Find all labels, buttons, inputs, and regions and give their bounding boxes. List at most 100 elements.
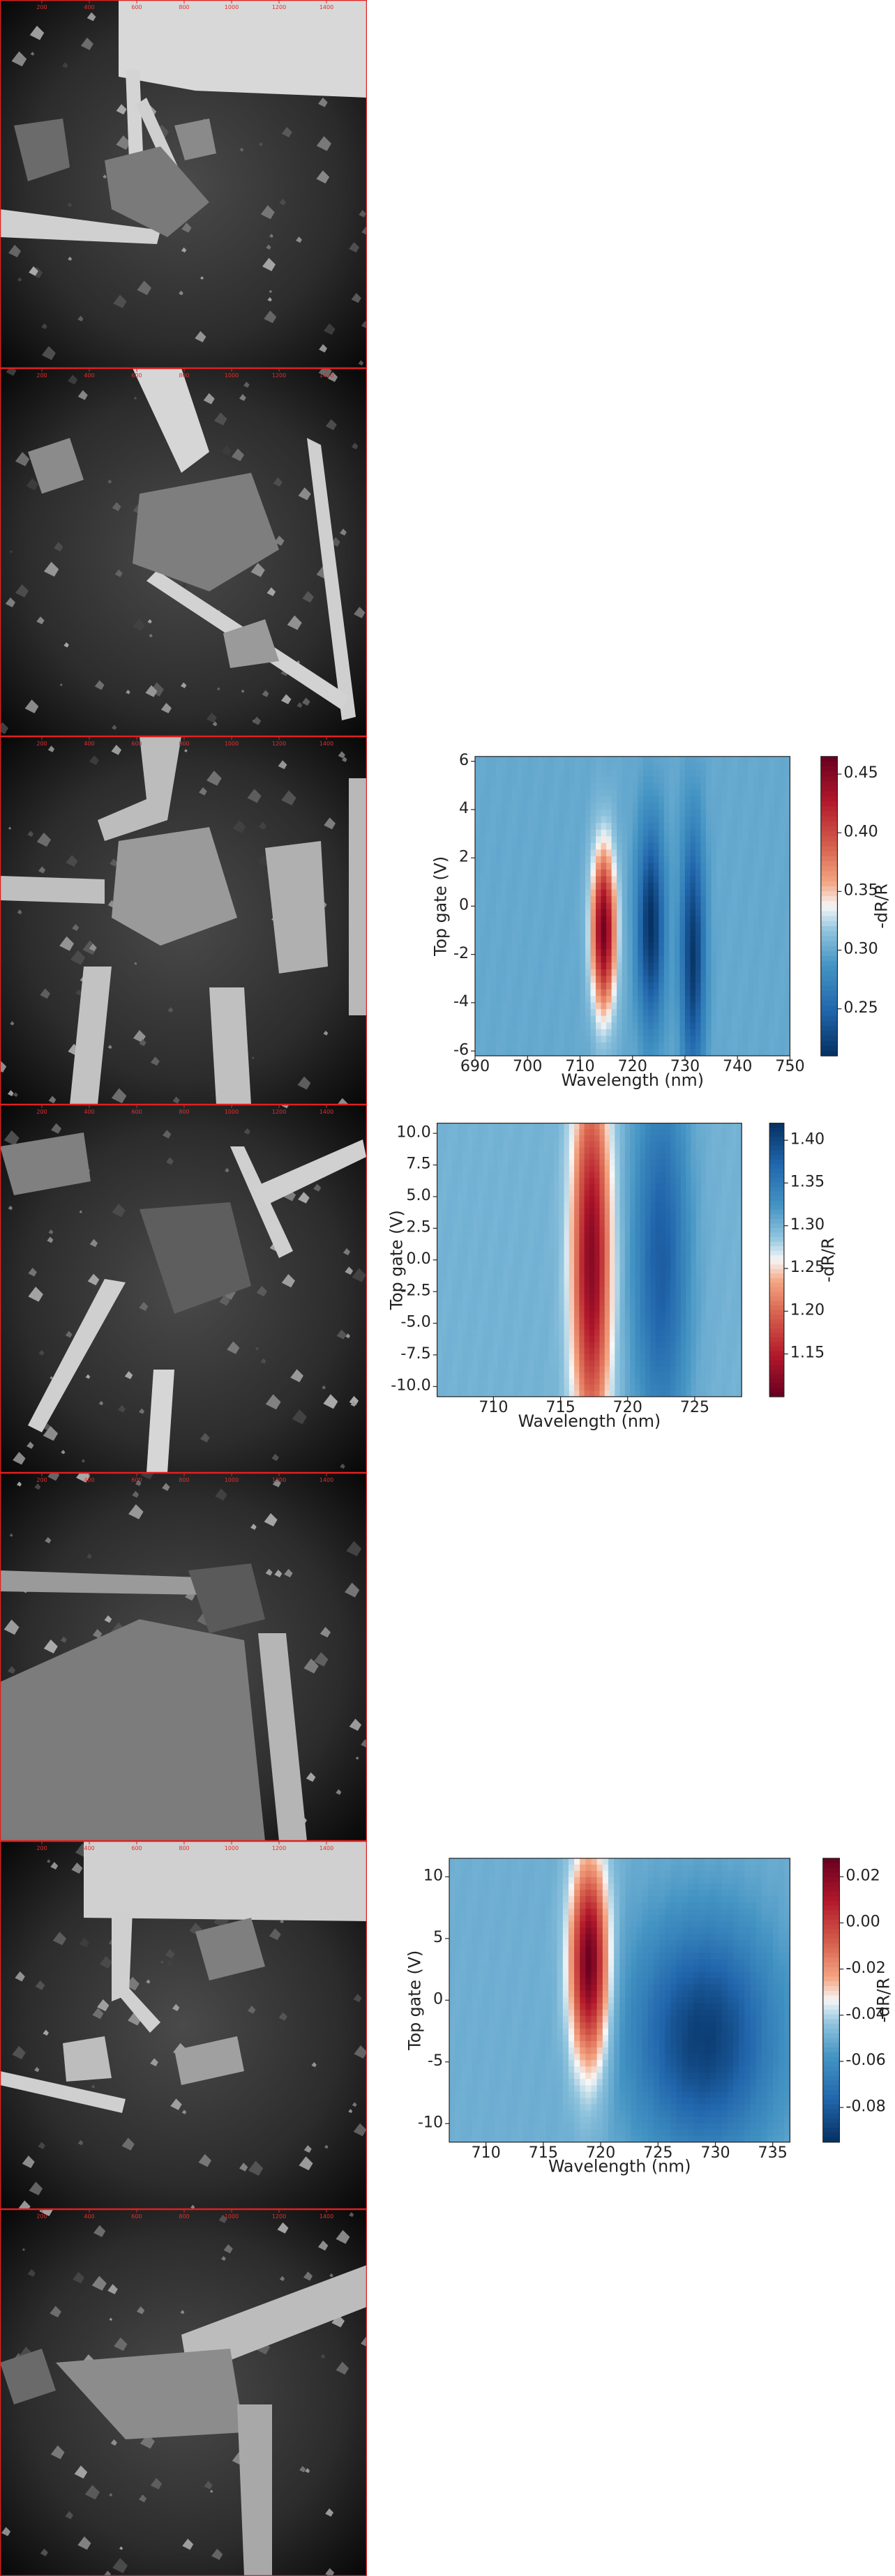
heatmap-svg: 710 715 720 725 -10.0 -7.5 -5.0 -2.5 0.0 2.5 5.0 7.… <box>386 1123 838 1431</box>
flake <box>258 142 263 146</box>
flake <box>104 1615 112 1623</box>
y-tick-label: 4 <box>459 799 469 817</box>
flake <box>251 1056 255 1059</box>
x-tick-label: 725 <box>680 1398 709 1416</box>
colorbar-tick-label: 1.40 <box>790 1130 825 1148</box>
flake <box>257 854 269 867</box>
flake <box>80 37 93 50</box>
flake <box>269 1928 281 1941</box>
flake <box>179 290 183 296</box>
flake <box>48 1229 54 1235</box>
flake <box>18 2200 31 2209</box>
flake <box>9 550 13 554</box>
flake <box>112 502 121 511</box>
sample-feature <box>133 473 279 591</box>
colorbar-tick-label: 1.35 <box>790 1173 825 1191</box>
y-tick-label: 10.0 <box>396 1123 430 1141</box>
flake <box>204 2480 213 2490</box>
flake <box>349 2212 354 2218</box>
flake <box>211 2548 223 2561</box>
sample-feature <box>0 209 160 244</box>
flake <box>50 2305 61 2318</box>
flake <box>320 2354 326 2359</box>
plot-frame <box>437 1123 742 1397</box>
flake <box>40 988 51 999</box>
flake <box>112 2558 128 2573</box>
flake <box>89 944 97 952</box>
flake <box>299 2156 313 2171</box>
flake <box>297 1076 311 1090</box>
scale-tick-label: 800 <box>179 372 189 379</box>
flake <box>324 323 336 335</box>
flake <box>345 1266 354 1275</box>
scale-tick-label: 1400 <box>319 1845 333 1851</box>
x-axis-label: Wavelength (nm) <box>561 1070 703 1090</box>
y-axis-label: Top gate (V) <box>431 856 451 957</box>
flake <box>118 1404 126 1413</box>
sample-feature <box>63 2036 112 2082</box>
heatmap-chart-2: 710 715 720 725 -10.0 -7.5 -5.0 -2.5 0.0 2.5 5.0 7.… <box>386 1105 879 1467</box>
scale-tick-label: 600 <box>131 1477 142 1483</box>
flake <box>162 1483 170 1491</box>
flake <box>0 1060 7 1073</box>
flake <box>319 344 328 353</box>
sample-feature <box>0 1619 265 1841</box>
micrograph-image: 200 400 600 800 1000 1200 1400 <box>0 1841 367 2209</box>
flake <box>43 1425 59 1441</box>
flake <box>8 826 12 830</box>
flake <box>114 569 123 577</box>
flake <box>17 909 22 915</box>
flake <box>66 855 78 867</box>
sample-feature <box>56 2349 244 2439</box>
flake <box>119 2546 123 2550</box>
y-tick-label: 5.0 <box>406 1186 430 1204</box>
flake <box>65 1331 73 1338</box>
flake <box>266 244 271 250</box>
flake <box>15 584 29 598</box>
flake <box>89 755 99 765</box>
micrograph-3: 200 400 600 800 1000 1200 1400 <box>0 736 367 1105</box>
flake <box>239 394 246 401</box>
sample-feature <box>0 1132 91 1195</box>
flake <box>349 242 360 253</box>
sample-feature <box>188 1563 265 1633</box>
flake <box>337 1098 349 1105</box>
scale-tick-label: 1000 <box>225 1109 239 1115</box>
flake <box>87 1553 92 1559</box>
flake <box>145 685 158 697</box>
flake <box>0 722 9 734</box>
row-6: 200 400 600 800 1000 1200 1400 710 715 720 725 730… <box>0 1841 895 2209</box>
flake <box>231 448 245 462</box>
y-tick-label: -2.5 <box>400 1281 430 1299</box>
flake <box>111 1088 127 1104</box>
scale-tick-label: 1400 <box>319 2213 333 2220</box>
flake <box>298 487 311 501</box>
micrograph-6: 200 400 600 800 1000 1200 1400 <box>0 1841 367 2209</box>
flake <box>109 2492 113 2497</box>
flake <box>59 683 63 686</box>
flake <box>281 127 292 138</box>
flake <box>150 2478 163 2490</box>
micrograph-image: 200 400 600 800 1000 1200 1400 <box>0 736 367 1105</box>
flake <box>38 1349 45 1356</box>
sample-feature <box>70 967 112 1105</box>
scale-tick-label: 800 <box>179 2213 189 2220</box>
flake <box>165 1949 175 1959</box>
flake <box>141 1473 154 1480</box>
heatmap-chart-1: 690 700 710 720 730 740 750 -6 -4 -2 0 2 4 6 Wavelengt… <box>398 746 892 1102</box>
flake <box>325 418 337 430</box>
flake <box>107 479 112 484</box>
micrograph-image: 200 400 600 800 1000 1200 1400 <box>0 368 367 736</box>
flake <box>213 1912 229 1928</box>
flake <box>150 2058 158 2067</box>
flake <box>71 1862 83 1874</box>
flake <box>85 1374 91 1379</box>
x-tick-label: 720 <box>618 1057 647 1075</box>
sample-feature <box>105 146 209 237</box>
flake <box>302 591 314 603</box>
colorbar-tick-label: 1.25 <box>790 1258 825 1276</box>
flake <box>136 2306 145 2314</box>
x-tick-label: 730 <box>670 1057 700 1075</box>
flake <box>324 2144 329 2149</box>
sample-feature <box>223 619 279 668</box>
